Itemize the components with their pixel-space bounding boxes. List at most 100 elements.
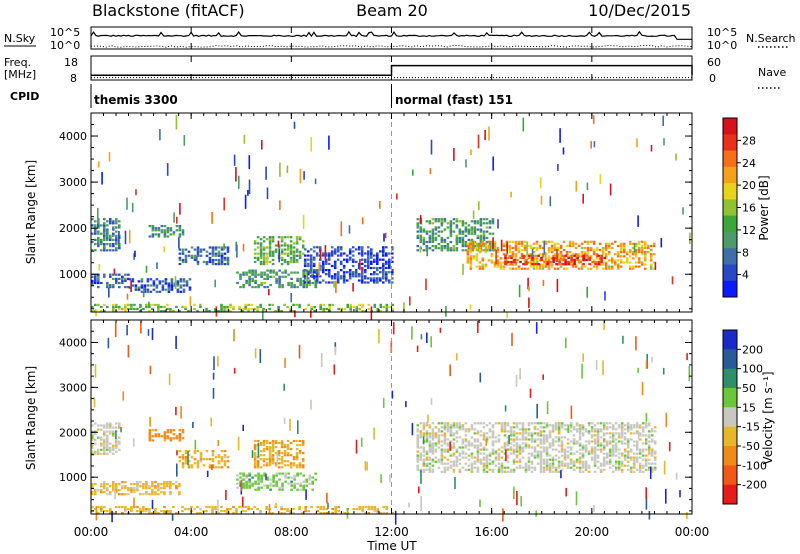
range-gate-cell [223, 243, 225, 251]
range-gate-cell [314, 281, 317, 285]
range-gate-cell [217, 460, 221, 463]
range-gate-cell [348, 275, 352, 278]
range-gate-cell [181, 454, 185, 457]
range-gate-cell [283, 242, 287, 245]
range-gate-cell [479, 462, 483, 465]
range-gate-cell [475, 259, 479, 262]
range-gate-cell [531, 256, 534, 259]
range-gate-cell [593, 428, 597, 431]
range-gate-cell [330, 254, 334, 257]
range-gate-cell [541, 253, 545, 256]
range-gate-cell [283, 252, 287, 255]
range-gate-cell [565, 267, 569, 270]
range-gate-cell [154, 481, 157, 484]
range-gate-cell [286, 244, 290, 247]
range-gate-cell [124, 305, 127, 309]
range-gate-cell [364, 281, 367, 284]
range-gate-cell [156, 262, 158, 269]
range-gate-cell [149, 284, 153, 287]
range-gate-cell [262, 240, 266, 243]
range-gate-cell [243, 134, 246, 144]
range-gate-cell [449, 364, 451, 377]
range-gate-cell [455, 426, 459, 429]
range-gate-cell [637, 431, 640, 440]
range-gate-cell [590, 458, 594, 461]
range-gate-cell [645, 412, 648, 422]
range-gate-cell [425, 240, 429, 244]
range-gate-cell [640, 253, 644, 256]
range-gate-cell [193, 462, 197, 465]
range-gate-cell [269, 484, 272, 487]
range-gate-cell [614, 450, 618, 453]
range-gate-cell [484, 244, 488, 247]
range-gate-cell [211, 512, 214, 515]
range-gate-cell [616, 265, 620, 268]
range-gate-cell [485, 470, 489, 473]
range-gate-cell [311, 480, 314, 483]
range-gate-cell [277, 454, 281, 457]
range-gate-cell [128, 278, 132, 281]
range-gate-cell [247, 307, 250, 311]
range-gate-cell [461, 456, 465, 459]
range-gate-cell [217, 310, 220, 313]
range-gate-cell [515, 438, 519, 441]
range-gate-cell [272, 476, 275, 479]
range-gate-cell [280, 441, 284, 445]
range-gate-cell [271, 252, 275, 255]
range-gate-cell [271, 240, 275, 243]
range-gate-cell [327, 275, 331, 278]
range-gate-cell [303, 254, 307, 257]
range-gate-cell [112, 512, 115, 515]
range-gate-cell [647, 440, 651, 443]
range-gate-cell [268, 260, 272, 264]
range-gate-cell [431, 432, 435, 435]
range-gate-cell [626, 444, 630, 447]
range-gate-cell [587, 440, 591, 443]
range-gate-cell [465, 159, 467, 168]
range-gate-cell [455, 448, 459, 451]
range-gate-cell [112, 485, 115, 488]
range-gate-cell [494, 464, 498, 467]
range-gate-cell [169, 227, 173, 230]
range-gate-cell [643, 244, 647, 247]
range-gate-cell [553, 253, 557, 256]
range-gate-cell [127, 487, 130, 490]
range-gate-cell [461, 426, 465, 429]
range-gate-cell [467, 428, 471, 431]
range-gate-cell [536, 450, 540, 453]
range-gate-cell [545, 460, 549, 463]
range-gate-cell [385, 254, 388, 257]
range-gate-cell [582, 258, 585, 262]
range-gate-cell [161, 288, 165, 291]
range-gate-cell [470, 462, 474, 465]
range-gate-cell [437, 466, 441, 469]
range-gate-cell [590, 141, 592, 149]
range-gate-cell [425, 278, 427, 291]
range-gate-cell [280, 236, 284, 239]
range-gate-cell [348, 225, 351, 234]
colorbar-tick-label: 20 [742, 179, 756, 192]
range-gate-cell [226, 456, 230, 459]
range-gate-cell [100, 305, 103, 309]
range-gate-cell [275, 474, 278, 477]
range-gate-cell [242, 486, 245, 489]
range-gate-cell [443, 442, 447, 445]
range-gate-cell [118, 493, 121, 496]
range-gate-cell [240, 479, 243, 492]
range-gate-cell [647, 466, 651, 469]
range-gate-cell [508, 255, 512, 258]
range-gate-cell [315, 252, 319, 255]
range-gate-cell [484, 265, 488, 268]
range-gate-cell [364, 271, 367, 274]
range-gate-cell [148, 487, 151, 490]
range-gate-cell [283, 446, 287, 449]
range-gate-cell [649, 466, 652, 480]
range-gate-cell [318, 275, 322, 278]
range-gate-cell [482, 218, 486, 221]
range-gate-cell [256, 242, 260, 245]
range-gate-cell [351, 273, 355, 276]
range-gate-cell [295, 466, 299, 469]
range-gate-cell [625, 251, 629, 254]
range-gate-cell [544, 252, 547, 264]
range-gate-cell [583, 255, 587, 258]
